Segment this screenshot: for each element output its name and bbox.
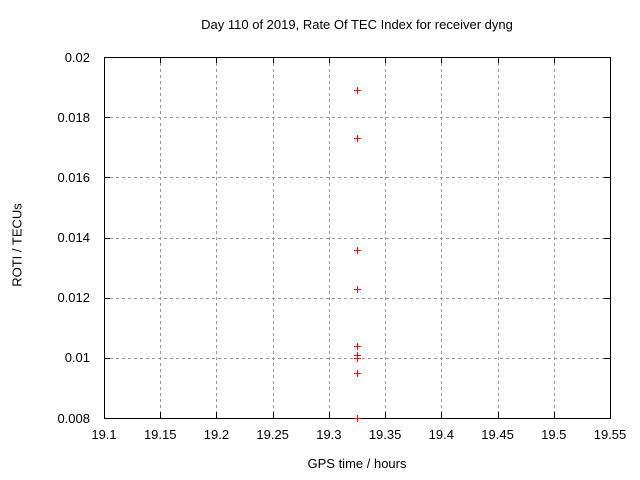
data-point-plus xyxy=(354,355,361,362)
x-tick-label: 19.2 xyxy=(203,427,230,442)
x-tick-label: 19.5 xyxy=(541,427,567,442)
data-point-plus xyxy=(354,415,361,422)
data-point-plus xyxy=(354,286,361,293)
y-tick-label: 0.014 xyxy=(57,230,90,245)
x-tick-label: 19.4 xyxy=(428,427,454,442)
data-point-plus xyxy=(354,247,361,254)
chart-title: Day 110 of 2019, Rate Of TEC Index for r… xyxy=(201,17,513,32)
x-tick-label: 19.1 xyxy=(91,427,117,442)
x-tick-label: 19.35 xyxy=(368,427,402,442)
data-point-plus xyxy=(354,343,361,350)
y-tick-label: 0.008 xyxy=(57,410,90,426)
x-tick-label: 19.15 xyxy=(143,427,177,442)
x-tick-label: 19.55 xyxy=(593,427,627,442)
data-point-plus xyxy=(354,135,361,142)
y-tick-label: 0.012 xyxy=(57,290,90,306)
y-tick-label: 0.02 xyxy=(64,49,90,65)
data-point-plus xyxy=(354,87,361,94)
y-tick-label: 0.016 xyxy=(57,169,90,185)
x-axis-label: GPS time / hours xyxy=(307,456,407,471)
x-tick-label: 19.25 xyxy=(256,427,289,442)
y-tick-label: 0.01 xyxy=(64,350,90,366)
x-tick-label: 19.45 xyxy=(481,427,514,442)
x-tick-label: 19.3 xyxy=(316,427,342,442)
data-point-plus xyxy=(354,370,361,377)
y-tick-label: 0.018 xyxy=(57,109,90,125)
